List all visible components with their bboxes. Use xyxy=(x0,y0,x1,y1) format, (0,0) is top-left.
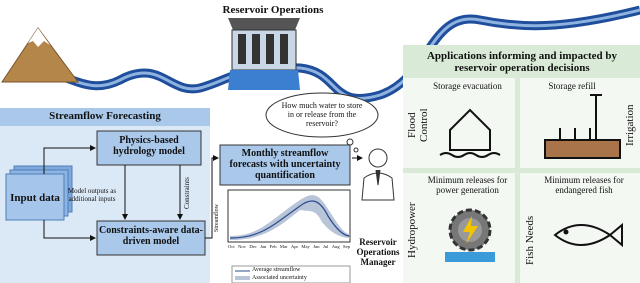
bubble-dot xyxy=(353,147,359,153)
month-label: Apr xyxy=(290,244,299,249)
quadrant-label: Flood Control xyxy=(406,108,430,142)
monthly-box xyxy=(219,144,351,186)
river-highlight xyxy=(19,8,640,100)
question: How much water to store in or release fr… xyxy=(281,101,363,128)
irrigation-icon xyxy=(544,94,621,159)
input-label: Input data xyxy=(10,192,60,204)
bubble-dot xyxy=(346,138,354,146)
quadrant-label: Irrigation xyxy=(624,104,636,146)
month-label: Jan xyxy=(260,244,267,249)
quadrant-label: Hydropower xyxy=(406,202,418,258)
input-box xyxy=(5,173,65,221)
forecasting-title: Streamflow Forecasting xyxy=(49,110,161,122)
month-label: May xyxy=(301,244,310,249)
physics-label: Physics-based hydrology model xyxy=(113,135,185,157)
snow xyxy=(28,28,50,47)
month-label: Jul xyxy=(322,244,329,249)
month-label: Feb xyxy=(269,244,277,249)
month-label: Sep xyxy=(343,244,350,249)
data-driven-label: Constraints-aware data-driven model xyxy=(99,225,203,247)
legend-entry: Average streamflow xyxy=(252,267,301,273)
mini-chart xyxy=(227,189,351,283)
dam xyxy=(228,18,300,90)
manager-figure xyxy=(361,148,395,201)
fish-icon xyxy=(553,222,623,248)
hydropower-icon xyxy=(445,208,495,262)
quadrant-caption: Storage evacuation xyxy=(433,81,502,91)
legend-entry: Associated uncertainty xyxy=(252,275,307,281)
applications-title: Applications informing and impacted by r… xyxy=(426,50,618,75)
quadrant-label: Fish Needs xyxy=(524,215,536,265)
manager-label: Reservoir Operations Manager xyxy=(356,237,400,267)
mountain xyxy=(1,27,79,83)
month-label: Oct xyxy=(228,244,235,249)
quadrant-caption: Storage refill xyxy=(548,81,596,91)
month-label: Dec xyxy=(249,244,257,249)
month-label: Jun xyxy=(313,244,320,249)
quadrant-caption: Minimum releases for power generation xyxy=(427,175,508,195)
month-label: Mar xyxy=(279,244,288,249)
forecasting-header xyxy=(0,108,210,126)
quadrant xyxy=(520,173,640,283)
quadrant-caption: Minimum releases for endangered fish xyxy=(544,175,624,195)
arrows xyxy=(43,145,363,241)
link-label: Model outputs as additional inputs xyxy=(67,187,117,203)
flood-icon xyxy=(439,108,501,158)
month-label: Nov xyxy=(238,244,246,249)
thought-bubble xyxy=(265,92,379,138)
mini-y-label: Streamflow xyxy=(214,204,220,232)
reservoir-label: Reservoir Operations xyxy=(222,4,324,16)
month-label: Aug xyxy=(331,244,340,249)
constraints-label: Constraints xyxy=(183,177,191,209)
data-driven-box xyxy=(96,220,206,256)
physics-box xyxy=(96,130,202,166)
month-axis: Oct Nov Dec Jan Feb Mar Apr May Jun Jul Aug Sep xyxy=(228,244,350,249)
monthly-label: Monthly streamflow forecasts with uncert… xyxy=(229,148,341,181)
